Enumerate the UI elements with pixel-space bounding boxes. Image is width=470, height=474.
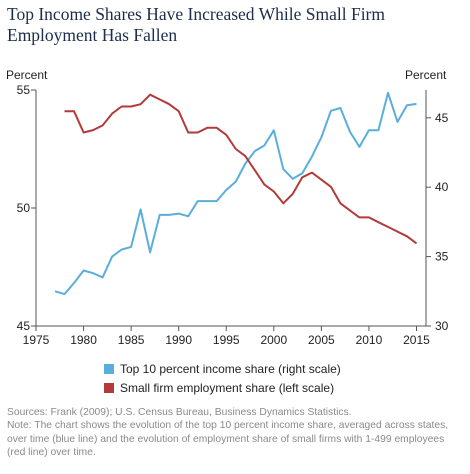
- legend-item-income-share: Top 10 percent income share (right scale…: [104, 362, 341, 376]
- x-tick-label: 2005: [308, 333, 335, 347]
- x-tick-label: 1985: [118, 333, 145, 347]
- right-tick-label: 45: [435, 111, 449, 125]
- series-line-income-share: [54, 91, 417, 296]
- x-tick-label: 1975: [23, 333, 50, 347]
- sources-note: Sources: Frank (2009); U.S. Census Burea…: [7, 407, 352, 418]
- left-axis-label: Percent: [6, 68, 48, 82]
- x-tick-label: 2015: [403, 333, 430, 347]
- legend-label-income-share: Top 10 percent income share (right scale…: [120, 362, 341, 376]
- left-tick-label: 45: [17, 319, 31, 333]
- legend-item-small-firm: Small firm employment share (left scale): [104, 381, 334, 395]
- right-axis-label: Percent: [405, 68, 447, 82]
- left-tick-label: 50: [17, 201, 31, 215]
- x-tick-label: 2000: [260, 333, 287, 347]
- x-tick-label: 1990: [165, 333, 192, 347]
- right-tick-label: 30: [435, 319, 449, 333]
- x-tick-label: 1980: [70, 333, 97, 347]
- legend-swatch-small-firm: [104, 383, 114, 393]
- x-tick-label: 1995: [213, 333, 240, 347]
- legend-swatch-income-share: [104, 364, 114, 374]
- explanatory-note: Note: The chart shows the evolution of t…: [7, 420, 449, 458]
- legend-label-small-firm: Small firm employment share (left scale): [120, 381, 335, 395]
- right-tick-label: 35: [435, 250, 449, 264]
- x-tick-label: 2010: [356, 333, 383, 347]
- chart-title: Top Income Shares Have Increased While S…: [7, 4, 385, 45]
- chart-series: [54, 91, 418, 296]
- series-line-small-firm: [64, 93, 418, 245]
- left-tick-label: 55: [17, 83, 31, 97]
- chart-notes: Sources: Frank (2009); U.S. Census Burea…: [7, 406, 463, 459]
- right-tick-label: 40: [435, 180, 449, 194]
